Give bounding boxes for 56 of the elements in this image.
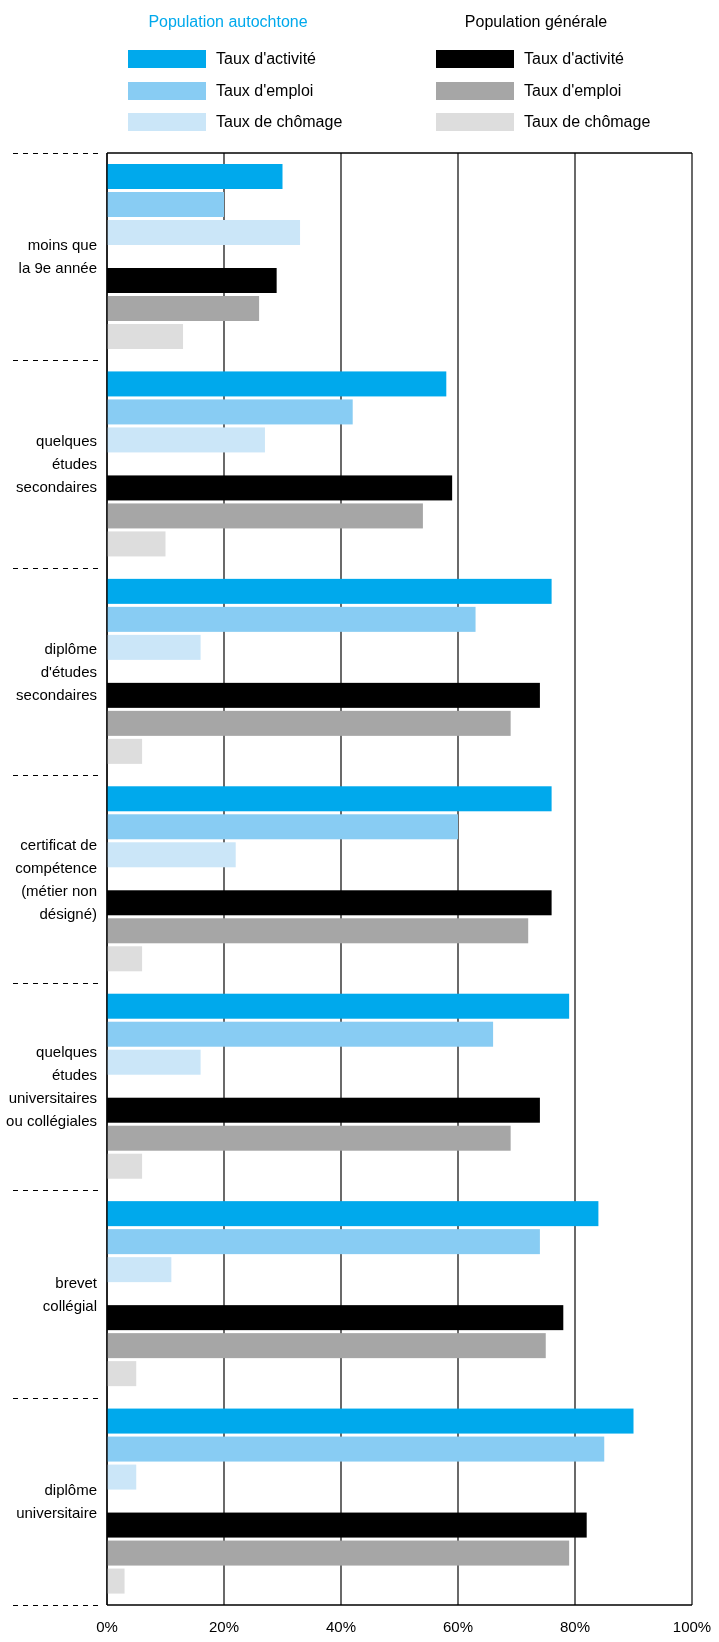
- y-tick-label: certificat de compétence (métier non désigné): [15, 835, 97, 922]
- bar: [107, 738, 143, 764]
- bar: [107, 578, 552, 604]
- bar: [107, 503, 423, 529]
- x-tick-label: 40%: [325, 1617, 357, 1635]
- bar: [107, 1361, 137, 1387]
- legend-label: Taux de chômage: [216, 113, 343, 131]
- y-tick-label: quelques études universitaires ou collégiales: [6, 1043, 97, 1130]
- bar: [107, 192, 224, 217]
- y-tick-label: brevet collégial: [42, 1273, 98, 1314]
- y-tick-label: diplôme universitaire: [16, 1481, 97, 1522]
- y-tick-label: diplôme d'études secondaires: [16, 639, 97, 703]
- text: Population générale: [463, 12, 609, 32]
- legend-label: Taux d'emploi: [524, 81, 622, 100]
- bar: [107, 399, 353, 425]
- bar: [107, 1408, 634, 1434]
- bar: [107, 1540, 570, 1566]
- legend-label: Taux d'emploi: [216, 81, 314, 100]
- bar: [107, 164, 283, 189]
- bar: [107, 371, 447, 397]
- bar: [107, 324, 184, 349]
- bar: [107, 1257, 172, 1283]
- bar: [107, 993, 570, 1019]
- legend-label: Taux d'activité: [524, 50, 624, 68]
- bar: [107, 606, 476, 632]
- bar: [107, 1153, 143, 1179]
- bar: [107, 1333, 546, 1359]
- x-tick-label: 0%: [96, 1617, 118, 1635]
- bar: [107, 1021, 494, 1047]
- x-tick-label: 60%: [442, 1617, 474, 1635]
- x-tick-label: 80%: [559, 1617, 591, 1635]
- y-tick-label: quelques études secondaires: [16, 432, 97, 496]
- bar: [107, 531, 166, 557]
- bar: [107, 814, 458, 840]
- bar: [107, 946, 143, 972]
- bar: [107, 842, 236, 868]
- bar: [107, 918, 529, 944]
- bar: [107, 1568, 125, 1594]
- bar: [107, 220, 301, 245]
- bar: [107, 1125, 511, 1151]
- bar: [107, 1049, 201, 1075]
- bar: [107, 710, 511, 736]
- text: Population autochtone: [147, 12, 309, 32]
- bar: [107, 634, 201, 660]
- bar: [107, 1436, 605, 1462]
- legend-label: Taux de chômage: [524, 113, 651, 131]
- x-tick-label: 100%: [672, 1617, 712, 1635]
- bar: [107, 1229, 540, 1255]
- bar: [107, 427, 265, 453]
- legend-label: Taux d'activité: [216, 50, 316, 68]
- bar: [107, 296, 260, 321]
- bar: [107, 1464, 137, 1490]
- bar: [107, 1201, 599, 1227]
- bar: [107, 786, 552, 812]
- x-tick-label: 20%: [208, 1617, 240, 1635]
- y-tick-label: moins que la 9e année: [18, 236, 97, 277]
